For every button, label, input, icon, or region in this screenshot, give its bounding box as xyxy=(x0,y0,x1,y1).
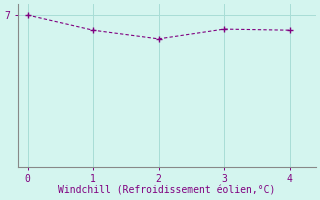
X-axis label: Windchill (Refroidissement éolien,°C): Windchill (Refroidissement éolien,°C) xyxy=(58,186,276,196)
